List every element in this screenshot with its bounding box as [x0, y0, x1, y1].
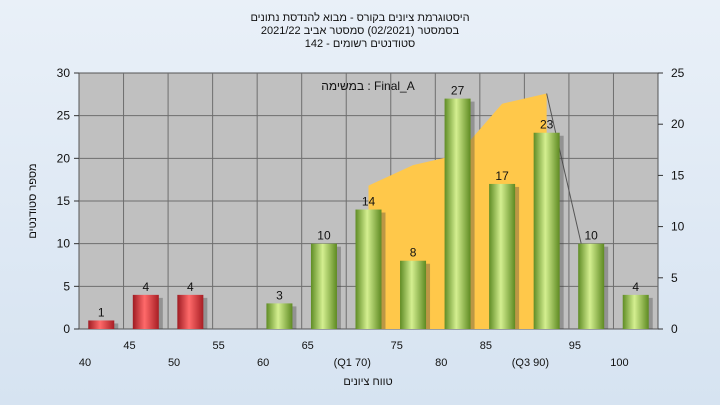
x-tick-label: 75	[391, 340, 403, 352]
data-label: 17	[495, 169, 509, 183]
bar	[266, 303, 293, 329]
x-tick-label: 100	[610, 357, 628, 369]
x-tick-label: 40	[79, 357, 91, 369]
x-tick-label: (Q1 70)	[334, 357, 371, 369]
y2-tick-label: 15	[671, 168, 685, 182]
title-line-1: היסטוגרמת ציונים בקורס - מבוא להנדסת נתו…	[250, 11, 469, 24]
x-tick-label: 60	[257, 357, 269, 369]
data-label: 8	[410, 246, 417, 260]
bar	[310, 243, 337, 329]
title-line-2: בסמסטר (02/2021) סמסטר אביב 2021/22	[261, 25, 460, 37]
bar	[489, 183, 516, 329]
y-axis-label: מספר סטודנטים	[27, 163, 39, 238]
bar	[400, 260, 427, 329]
x-axis: 40 45 50 55 60 65 (Q1 70) 75 80 85 (Q3 90) 95 100	[79, 340, 629, 369]
x-tick-label: 45	[123, 340, 135, 352]
data-label: 10	[317, 229, 331, 243]
data-label: 1	[98, 305, 105, 319]
data-label: 4	[142, 280, 149, 294]
x-tick-label: (Q3 90)	[512, 357, 549, 369]
chart-annotation: במשימה : Final_A	[321, 79, 415, 93]
data-label: 27	[451, 84, 465, 98]
y2-tick-label: 10	[671, 220, 685, 234]
data-label: 10	[585, 229, 599, 243]
bar	[88, 320, 115, 329]
bar	[132, 294, 159, 329]
x-tick-label: 55	[212, 340, 224, 352]
y-tick-label: 25	[57, 109, 71, 123]
x-axis-label: טווח ציונים	[343, 376, 392, 388]
bar	[444, 98, 471, 329]
bars	[88, 98, 653, 329]
data-label: 4	[187, 280, 194, 294]
y-tick-label: 15	[57, 194, 71, 208]
y2-tick-label: 5	[671, 271, 678, 285]
y-tick-label: 30	[57, 66, 71, 80]
data-label: 14	[362, 195, 376, 209]
y-tick-label: 20	[57, 151, 71, 165]
bar	[533, 132, 560, 329]
data-label: 23	[540, 118, 554, 132]
bar	[578, 243, 605, 329]
title-line-3: סטודנטים רשומים - 142	[305, 38, 416, 50]
range-band-edge	[546, 93, 582, 244]
chart-title: היסטוגרמת ציונים בקורס - מבוא להנדסת נתו…	[250, 11, 469, 50]
y-axis: 0 5 10 15 20 25 30	[57, 66, 79, 336]
data-label: 3	[276, 288, 283, 302]
bar	[177, 294, 204, 329]
y-tick-label: 5	[63, 279, 70, 293]
x-tick-label: 85	[480, 340, 492, 352]
y2-tick-label: 20	[671, 117, 685, 131]
bar	[622, 294, 649, 329]
data-label: 4	[632, 280, 639, 294]
y2-axis: 0 5 10 15 20 25	[658, 66, 685, 336]
bar	[355, 209, 382, 329]
y-tick-label: 0	[63, 322, 70, 336]
x-tick-label: 50	[168, 357, 180, 369]
y2-tick-label: 0	[671, 322, 678, 336]
x-tick-label: 80	[435, 357, 447, 369]
y2-tick-label: 25	[671, 66, 685, 80]
y-tick-label: 10	[57, 237, 71, 251]
grid-lines	[79, 73, 658, 329]
x-tick-label: 65	[302, 340, 314, 352]
x-tick-label: 95	[569, 340, 581, 352]
